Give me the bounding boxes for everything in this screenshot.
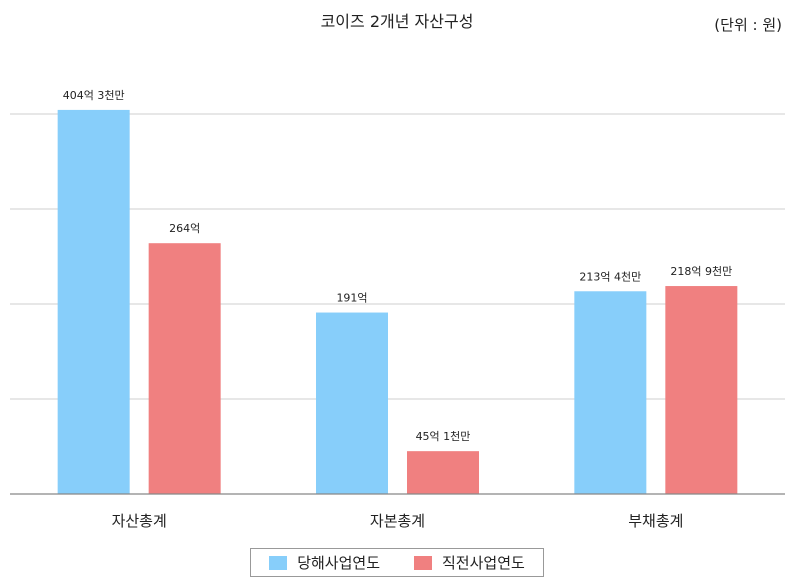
- legend-label-previous: 직전사업연도: [442, 554, 525, 572]
- bar-0-0: [57, 109, 130, 494]
- legend-item-current: 당해사업연도: [269, 552, 380, 573]
- bar-0-1: [148, 243, 221, 494]
- legend-label-current: 당해사업연도: [297, 554, 380, 572]
- legend-swatch-current: [269, 555, 288, 570]
- legend-item-previous: 직전사업연도: [414, 552, 525, 573]
- data-label: 218억 9천만: [670, 264, 732, 278]
- bar-1-0: [316, 312, 388, 494]
- bar-1-1: [407, 451, 479, 494]
- category-label: 자본총계: [370, 512, 425, 530]
- chart-title: 코이즈 2개년 자산구성: [320, 12, 474, 31]
- data-label: 404억 3천만: [63, 88, 125, 102]
- data-label: 191억: [336, 292, 367, 305]
- category-label: 자산총계: [112, 512, 167, 530]
- data-label: 264억: [169, 222, 200, 235]
- bar-2-0: [574, 291, 647, 494]
- legend: 당해사업연도 직전사업연도: [250, 548, 544, 577]
- bar-2-1: [665, 286, 738, 494]
- legend-swatch-previous: [414, 555, 432, 570]
- unit-label: (단위 : 원): [714, 16, 782, 34]
- category-label: 부채총계: [628, 512, 683, 530]
- data-label: 213억 4천만: [579, 269, 641, 283]
- data-label: 45억 1천만: [416, 429, 471, 443]
